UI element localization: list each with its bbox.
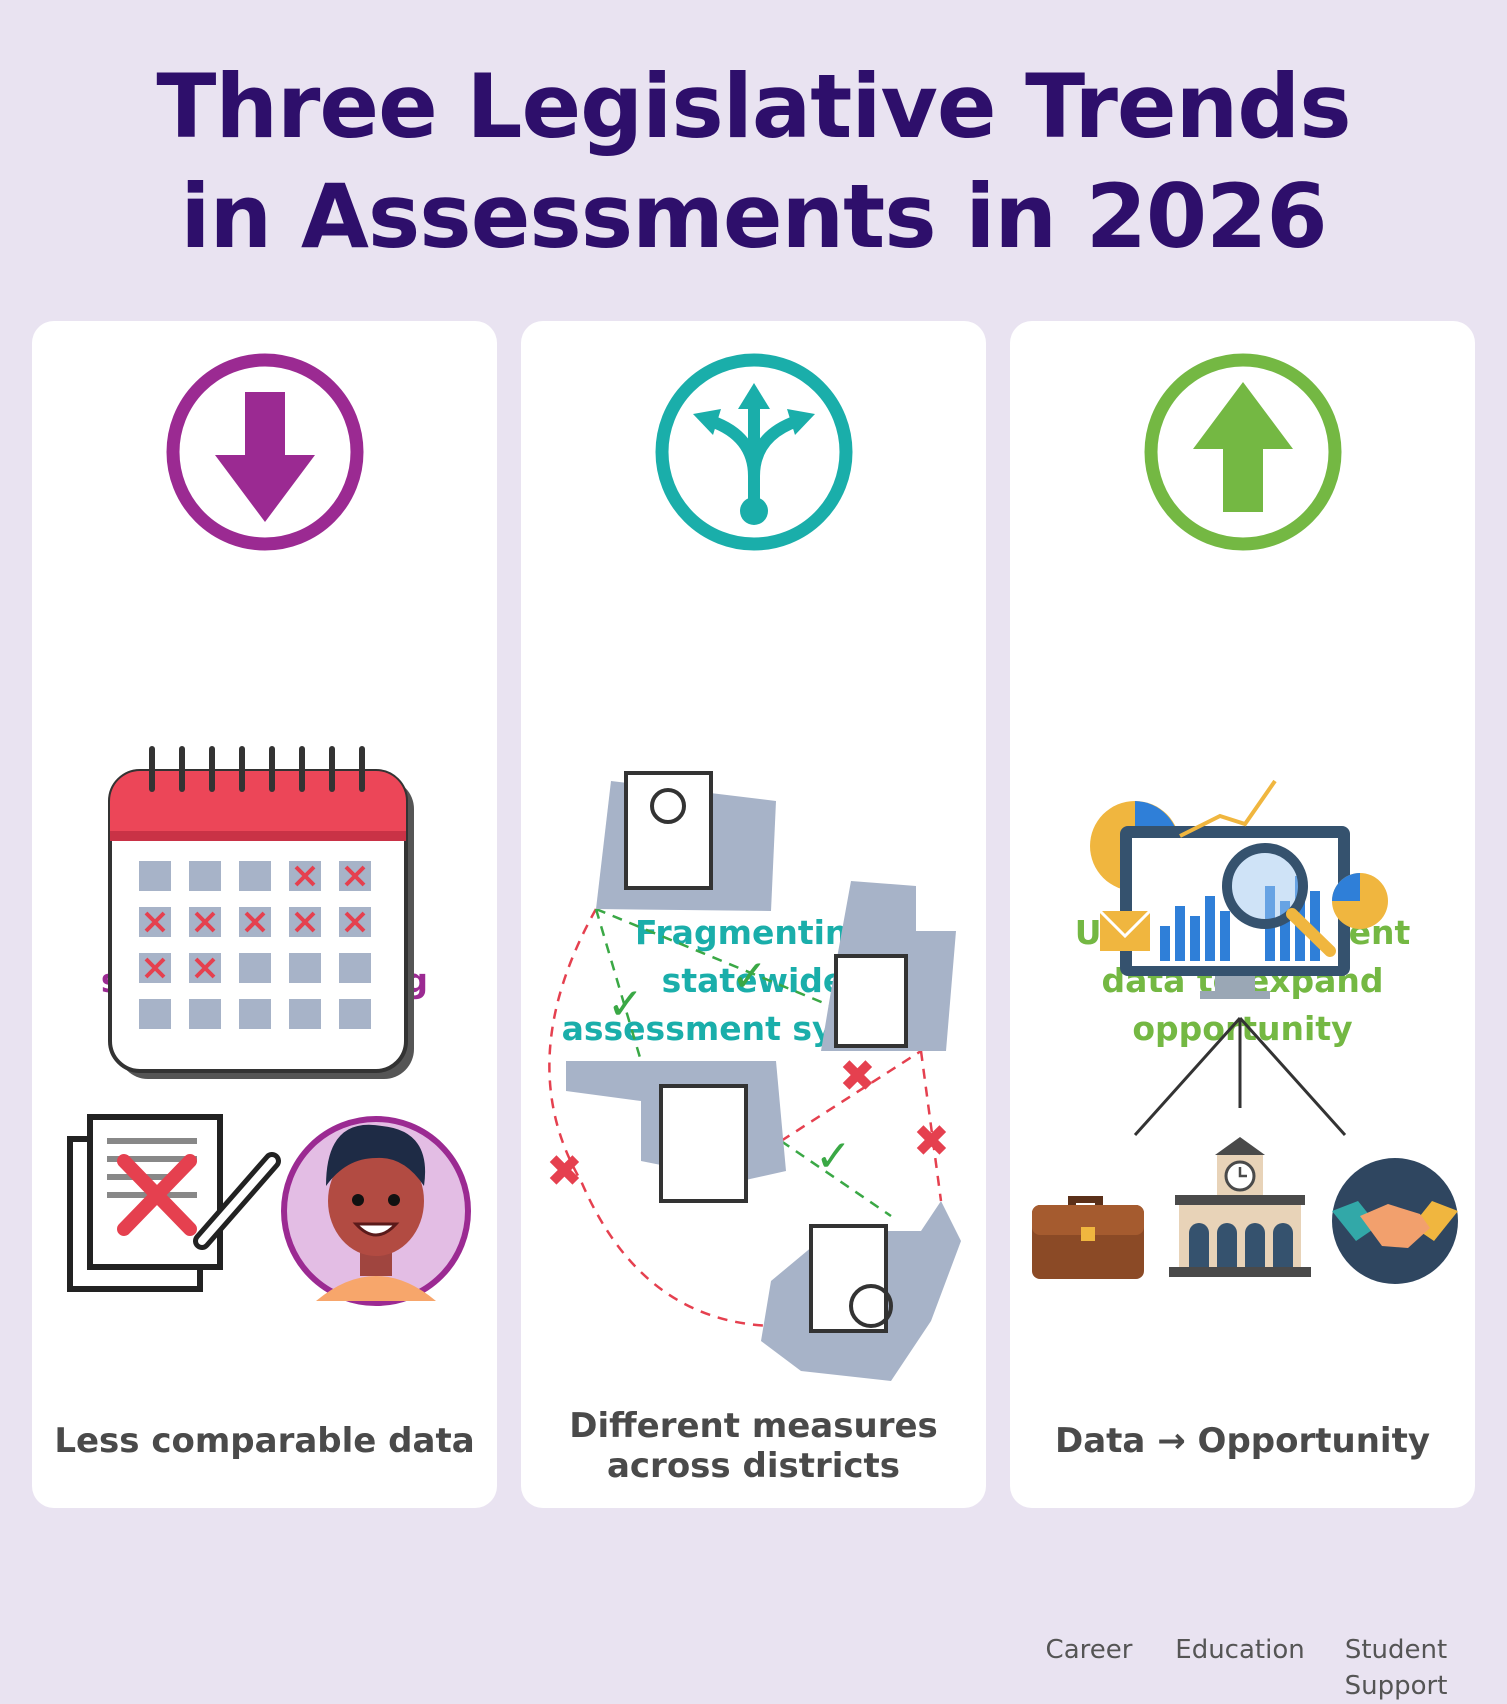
calendar-day — [139, 999, 171, 1029]
branching-arrows-icon — [655, 353, 853, 551]
calendar-day — [139, 861, 171, 891]
svg-text:✓: ✓ — [731, 951, 768, 1002]
svg-text:✓: ✓ — [815, 1131, 852, 1182]
branch-label-student-support: Student Support — [1344, 1635, 1448, 1701]
svg-text:✖: ✖ — [839, 1051, 876, 1102]
up-arrow-icon — [1144, 353, 1342, 551]
card-reducing-testing: Reducing statewide testing Less comparab… — [32, 321, 497, 1508]
branch-lines — [1133, 1016, 1347, 1137]
crossed-day-mark — [244, 911, 266, 933]
crossed-day-mark — [144, 957, 166, 979]
calendar-day — [339, 999, 371, 1029]
branch-label-education: Education — [1175, 1635, 1305, 1665]
calendar-day — [289, 953, 321, 983]
calendar-icon — [108, 746, 414, 1079]
title-line-1: Three Legislative Trends — [156, 55, 1351, 158]
crossed-day-mark — [344, 865, 366, 887]
calendar-day — [289, 999, 321, 1029]
crossed-day-mark — [144, 911, 166, 933]
school-building-icon — [1169, 1137, 1311, 1277]
student-avatar-icon — [281, 1116, 471, 1306]
card-footer: Data → Opportunity — [1055, 1421, 1430, 1461]
calendar-day — [239, 999, 271, 1029]
handshake-icon — [1332, 1158, 1458, 1284]
card-footer: Less comparable data — [54, 1421, 475, 1461]
crossed-day-mark — [194, 957, 216, 979]
title-line-2: in Assessments in 2026 — [180, 165, 1327, 268]
crossed-day-mark — [294, 865, 316, 887]
svg-text:✓: ✓ — [607, 979, 644, 1030]
card-expanding-opportunity: Using assessment data to expand opportun… — [1010, 321, 1475, 1701]
card-fragmenting-systems: Fragmenting statewide assessment systems — [521, 321, 986, 1508]
calendar-day — [239, 861, 271, 891]
calendar-day — [189, 999, 221, 1029]
down-arrow-icon — [166, 353, 364, 551]
crossed-day-mark — [294, 911, 316, 933]
page-title: Three Legislative Trends in Assessments … — [0, 52, 1507, 272]
calendar-day — [239, 953, 271, 983]
svg-text:✖: ✖ — [913, 1116, 950, 1167]
crossed-day-mark — [194, 911, 216, 933]
card-footer: Different measures across districts — [569, 1406, 938, 1486]
svg-text:✖: ✖ — [546, 1146, 583, 1197]
calendar-day — [339, 953, 371, 983]
crossed-day-mark — [344, 911, 366, 933]
branch-label-career: Career — [1045, 1635, 1133, 1665]
data-analytics-monitor-icon — [1090, 779, 1388, 999]
calendar-day — [189, 861, 221, 891]
rejected-document-icon — [67, 1114, 281, 1292]
districts-map-illustration: ✓ ✓ ✓ ✖ ✖ ✖ — [546, 771, 961, 1381]
briefcase-icon — [1032, 1196, 1144, 1279]
